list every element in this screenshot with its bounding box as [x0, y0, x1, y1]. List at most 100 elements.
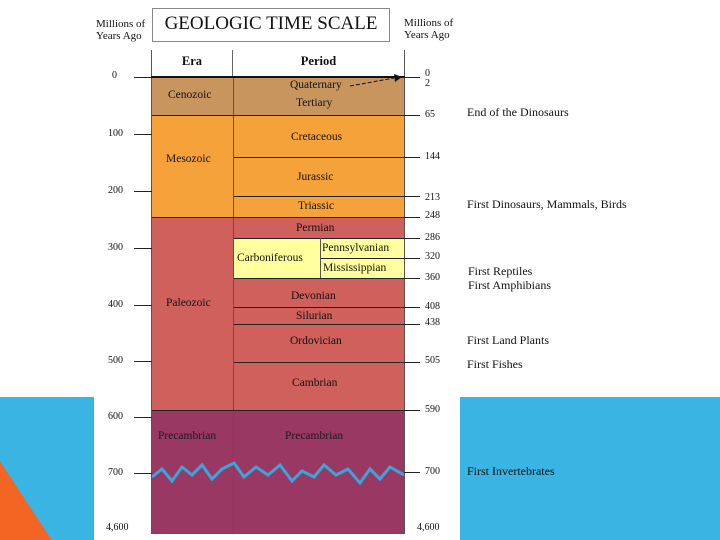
right-tick-2: 2	[425, 78, 430, 89]
boundary-65	[152, 115, 404, 116]
right-tickmark-590	[404, 410, 420, 411]
era-precambrian: Precambrian	[158, 430, 217, 442]
period-quaternary: Quaternary	[290, 79, 342, 91]
left-border	[151, 50, 152, 534]
left-tickmark-100	[134, 134, 152, 135]
right-tick-360: 360	[425, 272, 440, 283]
right-tickmark-65	[404, 115, 420, 116]
right-tickmark-438	[404, 324, 420, 325]
left-tickmark-0	[134, 77, 152, 78]
event-first-land-plants: First Land Plants	[467, 333, 550, 347]
carboniferous-divider	[320, 238, 321, 278]
period-triassic: Triassic	[298, 200, 334, 212]
decor-blue-block-right	[460, 397, 720, 540]
event-end-of-dinosaurs: End of the Dinosaurs	[467, 105, 569, 119]
left-tick-4600: 4,600	[106, 522, 129, 533]
boundary-286	[234, 238, 404, 239]
right-axis-label: Millions of Years Ago	[404, 17, 464, 41]
geologic-time-scale-figure: Millions of Years Ago Millions of Years …	[94, 0, 460, 540]
band-mesozoic	[152, 115, 404, 217]
right-tick-213: 213	[425, 192, 440, 203]
left-tickmark-200	[134, 191, 152, 192]
right-tickmark-0	[404, 77, 420, 78]
period-precambrian: Precambrian	[285, 430, 344, 442]
right-tick-438: 438	[425, 317, 440, 328]
right-axis-label-line1: Millions of	[404, 17, 454, 29]
boundary-505	[234, 362, 404, 363]
era-mesozoic: Mesozoic	[166, 153, 211, 165]
boundary-144	[234, 157, 404, 158]
event-first-invertebrates: First Invertebrates	[467, 464, 555, 478]
chart-title: GEOLOGIC TIME SCALE	[152, 8, 390, 42]
left-axis-label-line2: Years Ago	[96, 30, 142, 42]
zero-line	[151, 76, 405, 78]
period-cambrian: Cambrian	[292, 377, 338, 389]
left-tickmark-400	[134, 305, 152, 306]
left-tick-400: 400	[108, 299, 123, 310]
right-axis-label-line2: Years Ago	[404, 29, 450, 41]
left-tick-500: 500	[108, 355, 123, 366]
left-tickmark-700	[134, 473, 152, 474]
right-tick-144: 144	[425, 151, 440, 162]
right-tick-320: 320	[425, 251, 440, 262]
event-first-fishes: First Fishes	[467, 357, 523, 371]
header-era: Era	[152, 50, 233, 76]
right-tick-700: 700	[425, 466, 440, 477]
left-axis-label: Millions of Years Ago	[96, 18, 156, 42]
left-axis-label-line1: Millions of	[96, 18, 146, 30]
right-tickmark-248	[404, 217, 420, 218]
right-tickmark-213	[404, 196, 420, 197]
period-ordovician: Ordovician	[290, 335, 342, 347]
period-silurian: Silurian	[296, 310, 333, 322]
right-tick-286: 286	[425, 232, 440, 243]
right-tickmark-144	[404, 157, 420, 158]
event-first-amphibians: First Amphibians	[468, 278, 552, 292]
right-tick-505: 505	[425, 355, 440, 366]
right-tick-65: 65	[425, 109, 435, 120]
left-tick-700: 700	[108, 467, 123, 478]
event-first-dinosaurs: First Dinosaurs, Mammals, Birds	[467, 197, 627, 211]
left-tickmark-600	[134, 417, 152, 418]
period-jurassic: Jurassic	[297, 171, 334, 183]
header-period: Period	[300, 54, 337, 68]
period-pennsylvanian: Pennsylvanian	[322, 242, 390, 254]
left-tick-100: 100	[108, 128, 123, 139]
right-tickmark-320	[404, 258, 420, 259]
period-mississippian: Mississippian	[323, 262, 387, 274]
boundary-408	[234, 307, 404, 308]
era-paleozoic: Paleozoic	[166, 297, 211, 309]
right-tickmark-286	[404, 238, 420, 239]
left-tickmark-300	[134, 248, 152, 249]
time-break-wave	[152, 461, 404, 486]
boundary-360	[234, 278, 404, 279]
period-carboniferous: Carboniferous	[237, 252, 303, 264]
left-tickmark-500	[134, 361, 152, 362]
quaternary-arrow-icon	[350, 74, 402, 87]
boundary-320	[320, 258, 404, 259]
right-tickmark-700	[404, 472, 420, 473]
right-tickmark-360	[404, 278, 420, 279]
period-permian: Permian	[296, 222, 335, 234]
boundary-438	[234, 324, 404, 325]
right-tick-590: 590	[425, 404, 440, 415]
right-tick-248: 248	[425, 210, 440, 221]
period-cretaceous: Cretaceous	[291, 131, 343, 143]
era-cenozoic: Cenozoic	[168, 89, 212, 101]
period-tertiary: Tertiary	[296, 97, 333, 109]
left-tick-0: 0	[112, 70, 117, 81]
right-tickmark-408	[404, 307, 420, 308]
event-first-reptiles: First Reptiles	[468, 264, 533, 278]
boundary-590	[152, 410, 404, 411]
left-tick-300: 300	[108, 242, 123, 253]
period-devonian: Devonian	[291, 290, 336, 302]
right-tickmark-505	[404, 362, 420, 363]
right-border	[404, 50, 405, 534]
left-tick-200: 200	[108, 185, 123, 196]
boundary-213	[234, 196, 404, 197]
era-period-divider	[233, 77, 234, 534]
left-tick-600: 600	[108, 411, 123, 422]
right-tick-0: 0	[425, 68, 430, 79]
right-tick-408: 408	[425, 301, 440, 312]
right-tick-4600: 4,600	[417, 522, 440, 533]
boundary-248	[152, 217, 404, 218]
